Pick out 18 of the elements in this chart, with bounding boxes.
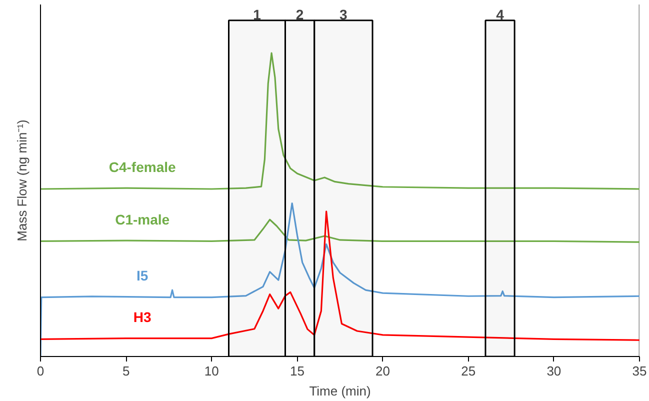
x-tick-label: 35 — [632, 364, 647, 378]
x-tick-label: 5 — [122, 364, 130, 378]
x-tick-label: 0 — [36, 364, 44, 378]
x-tick-label: 15 — [290, 364, 304, 378]
band-label: 1 — [253, 6, 262, 22]
x-tick-label: 25 — [461, 364, 476, 378]
series-label: C1-male — [115, 211, 170, 228]
y-axis-title: Mass Flow (ng min⁻¹) — [14, 120, 30, 242]
x-tick-label: 30 — [546, 364, 562, 378]
x-tick-label: 10 — [204, 364, 219, 378]
x-axis-title: Time (min) — [309, 384, 371, 398]
band-label: 4 — [496, 6, 504, 22]
series-label: I5 — [136, 267, 148, 284]
band-label: 2 — [296, 6, 304, 22]
band-label: 3 — [340, 6, 348, 22]
series-label: H3 — [133, 309, 152, 326]
series-label: C4-female — [108, 158, 176, 175]
x-tick-label: 20 — [376, 364, 390, 378]
